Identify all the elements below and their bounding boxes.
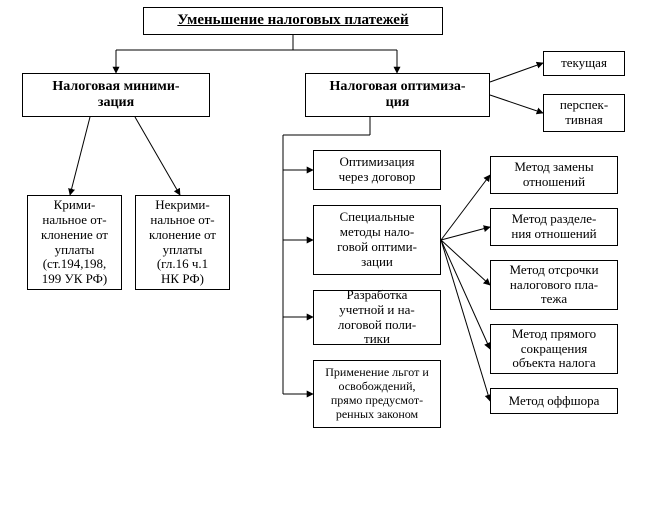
label-lgot: Применение льгот иосвобождений,прямо пре… xyxy=(325,366,429,421)
label-m2: Метод разделе-ния отношений xyxy=(511,212,596,242)
node-krim: Крими-нальное от-клонение отуплаты(ст.19… xyxy=(27,195,122,290)
node-cur: текущая xyxy=(543,51,625,76)
node-m4: Метод прямогосокращенияобъекта налога xyxy=(490,324,618,374)
label-min: Налоговая миними-зация xyxy=(52,79,179,111)
label-cur: текущая xyxy=(561,56,607,71)
node-spec: Специальныеметоды нало-говой оптими-заци… xyxy=(313,205,441,275)
node-m5: Метод оффшора xyxy=(490,388,618,414)
node-opt: Налоговая оптимиза-ция xyxy=(305,73,490,117)
label-root: Уменьшение налоговых платежей xyxy=(177,12,408,29)
node-m2: Метод разделе-ния отношений xyxy=(490,208,618,246)
label-m5: Метод оффшора xyxy=(509,394,600,409)
label-opt: Налоговая оптимиза-ция xyxy=(329,79,465,111)
node-m1: Метод заменыотношений xyxy=(490,156,618,194)
label-polit: Разработкаучетной и на-логовой поли-тики xyxy=(338,288,416,348)
node-polit: Разработкаучетной и на-логовой поли-тики xyxy=(313,290,441,345)
node-m3: Метод отсрочкиналогового пла-тежа xyxy=(490,260,618,310)
label-spec: Специальныеметоды нало-говой оптими-заци… xyxy=(337,210,417,270)
node-persp: перспек-тивная xyxy=(543,94,625,132)
node-dog: Оптимизациячерез договор xyxy=(313,150,441,190)
label-krim: Крими-нальное от-клонение отуплаты(ст.19… xyxy=(41,198,108,288)
label-m3: Метод отсрочкиналогового пла-тежа xyxy=(509,263,598,308)
label-m1: Метод заменыотношений xyxy=(514,160,593,190)
label-nekr: Некрими-нальное от-клонение отуплаты(гл.… xyxy=(149,198,216,288)
label-persp: перспек-тивная xyxy=(560,98,608,128)
node-lgot: Применение льгот иосвобождений,прямо пре… xyxy=(313,360,441,428)
label-m4: Метод прямогосокращенияобъекта налога xyxy=(512,327,596,372)
label-dog: Оптимизациячерез договор xyxy=(339,155,416,185)
node-min: Налоговая миними-зация xyxy=(22,73,210,117)
node-nekr: Некрими-нальное от-клонение отуплаты(гл.… xyxy=(135,195,230,290)
node-root: Уменьшение налоговых платежей xyxy=(143,7,443,35)
